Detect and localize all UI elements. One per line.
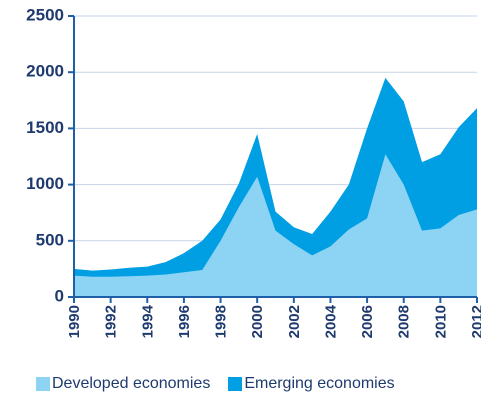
x-tick-label-2006: 2006 [359, 305, 376, 338]
x-tick-label-2008: 2008 [396, 305, 413, 338]
legend-item-developed: Developed economies [36, 375, 210, 393]
y-tick-label-1500: 1500 [26, 118, 64, 137]
legend-label-emerging: Emerging economies [244, 375, 395, 392]
legend-label-developed: Developed economies [52, 375, 211, 392]
y-tick-label-0: 0 [55, 286, 64, 305]
x-tick-label-2000: 2000 [249, 305, 266, 338]
x-tick-label-1994: 1994 [139, 304, 156, 338]
legend-item-emerging: Emerging economies [228, 375, 395, 393]
y-tick-label-2000: 2000 [26, 62, 64, 81]
x-tick-label-1992: 1992 [103, 305, 120, 338]
axes [68, 15, 478, 303]
legend-swatch-developed [36, 377, 50, 391]
x-tick-label-2004: 2004 [322, 304, 339, 338]
x-tick-label-2010: 2010 [432, 305, 449, 338]
chart-areas [74, 77, 477, 297]
x-tick-label-2002: 2002 [286, 305, 303, 338]
y-tick-label-1000: 1000 [26, 174, 64, 193]
x-tick-label-2012: 2012 [469, 305, 481, 338]
y-tick-label-500: 500 [36, 230, 64, 249]
y-axis-ticks: 0 500 1000 1500 2000 2500 [26, 5, 64, 305]
x-tick-label-1996: 1996 [176, 305, 193, 338]
legend-swatch-emerging [228, 377, 243, 391]
x-axis-ticks: 1990 1992 1994 1996 1998 2000 2002 2004 2006 2008… [66, 304, 481, 338]
x-tick-label-1990: 1990 [66, 305, 83, 338]
area-developed-economies [74, 154, 477, 297]
y-tick-label-2500: 2500 [26, 5, 64, 24]
x-tick-label-1998: 1998 [213, 305, 230, 338]
legend: Developed economies Emerging economies [36, 374, 395, 394]
